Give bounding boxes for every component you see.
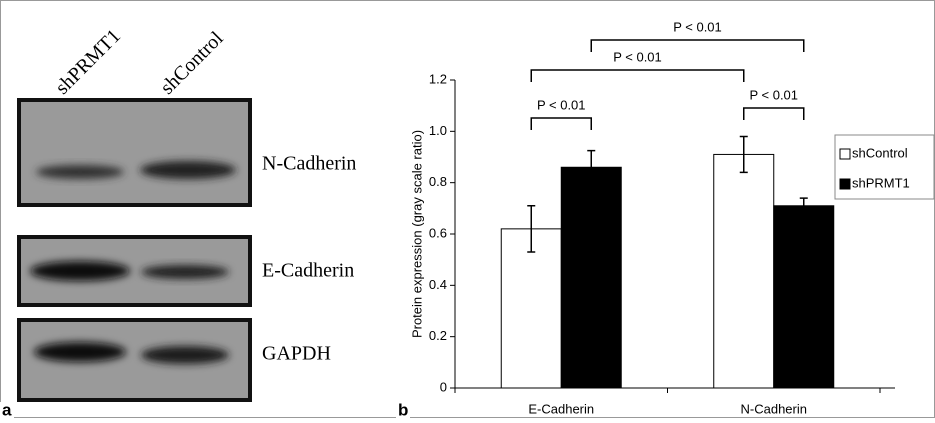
band (36, 165, 124, 179)
band (140, 161, 236, 179)
band (141, 346, 229, 364)
bar (501, 229, 561, 388)
figure: shPRMT1 shControl N-Cadherin E-Cadherin … (0, 0, 935, 418)
legend-label: shControl (852, 145, 908, 160)
legend-swatch (840, 179, 850, 189)
legend-label: shPRMT1 (852, 175, 910, 190)
band (30, 261, 130, 281)
annotation: P < 0.01 (673, 19, 722, 34)
band-label: GAPDH (262, 343, 331, 365)
blot (19, 100, 250, 205)
panel-letter: a (2, 400, 12, 418)
x-tick-label: N-Cadherin (741, 401, 807, 416)
legend-swatch (840, 149, 850, 159)
bar (714, 154, 774, 388)
y-tick-label: 0.2 (429, 328, 447, 343)
band-label: N-Cadherin (262, 153, 356, 175)
y-tick-label: 0.6 (429, 225, 447, 240)
bar (561, 167, 621, 388)
y-tick-label: 1.2 (429, 71, 447, 86)
annotation: P < 0.01 (613, 49, 662, 64)
panel-letter: b (398, 400, 408, 418)
band-label: E-Cadherin (262, 260, 354, 282)
band (34, 342, 126, 362)
band (141, 265, 229, 279)
y-tick-label: 0 (440, 379, 447, 394)
annotation: P < 0.01 (537, 97, 586, 112)
annotation: P < 0.01 (749, 87, 798, 102)
y-axis-label: Protein expression (gray scale ratio) (409, 130, 424, 338)
blot-panel (19, 100, 250, 400)
y-tick-label: 1.0 (429, 123, 447, 138)
bar (774, 206, 834, 388)
y-tick-label: 0.4 (429, 277, 447, 292)
y-tick-label: 0.8 (429, 174, 447, 189)
x-tick-label: E-Cadherin (528, 401, 594, 416)
